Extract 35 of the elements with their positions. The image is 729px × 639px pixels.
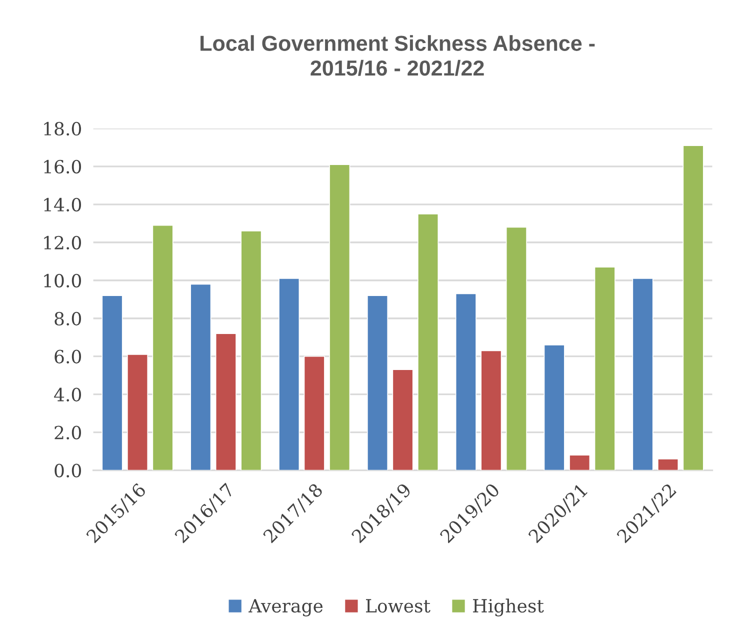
y-tick-label: 18.0 (44, 122, 81, 136)
legend-label: Lowest (366, 599, 430, 613)
chart-title: Local Government Sickness Absence - 2015/16 - 2021/22 (200, 35, 595, 76)
bar (418, 213, 439, 470)
bar (190, 284, 212, 470)
bar (455, 293, 476, 470)
bar (544, 344, 565, 470)
y-tick-label: 14.0 (44, 198, 81, 212)
legend-label: Average (248, 599, 323, 616)
y-tick-label: 16.0 (44, 160, 81, 174)
bar (329, 164, 350, 470)
bar (278, 278, 300, 470)
bar (594, 266, 616, 470)
bar (215, 333, 236, 470)
y-tick-label: 6.0 (54, 350, 82, 364)
y-tick-label: 4.0 (54, 388, 82, 402)
bar (152, 224, 174, 470)
bar (366, 295, 388, 470)
y-tick-label: 10.0 (44, 274, 81, 288)
y-tick-label: 12.0 (44, 236, 81, 250)
bar (102, 295, 123, 470)
legend-label: Highest (473, 598, 544, 616)
bar (304, 356, 325, 470)
y-tick-label: 2.0 (54, 426, 82, 440)
bar (658, 458, 679, 470)
bar (569, 454, 590, 470)
bar (632, 278, 654, 470)
bar (126, 354, 148, 470)
bar (240, 230, 262, 470)
bar (480, 350, 502, 470)
bar (506, 226, 527, 470)
bar (392, 369, 414, 470)
y-tick-label: 8.0 (54, 312, 82, 326)
y-tick-label: 0.0 (54, 464, 82, 478)
bar (682, 145, 704, 470)
